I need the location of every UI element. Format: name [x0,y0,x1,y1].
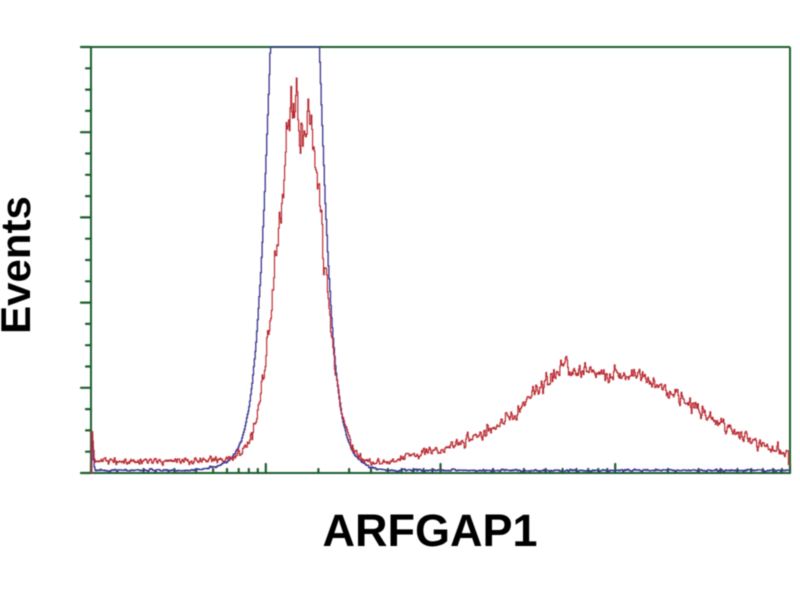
svg-text:Events: Events [0,196,39,334]
